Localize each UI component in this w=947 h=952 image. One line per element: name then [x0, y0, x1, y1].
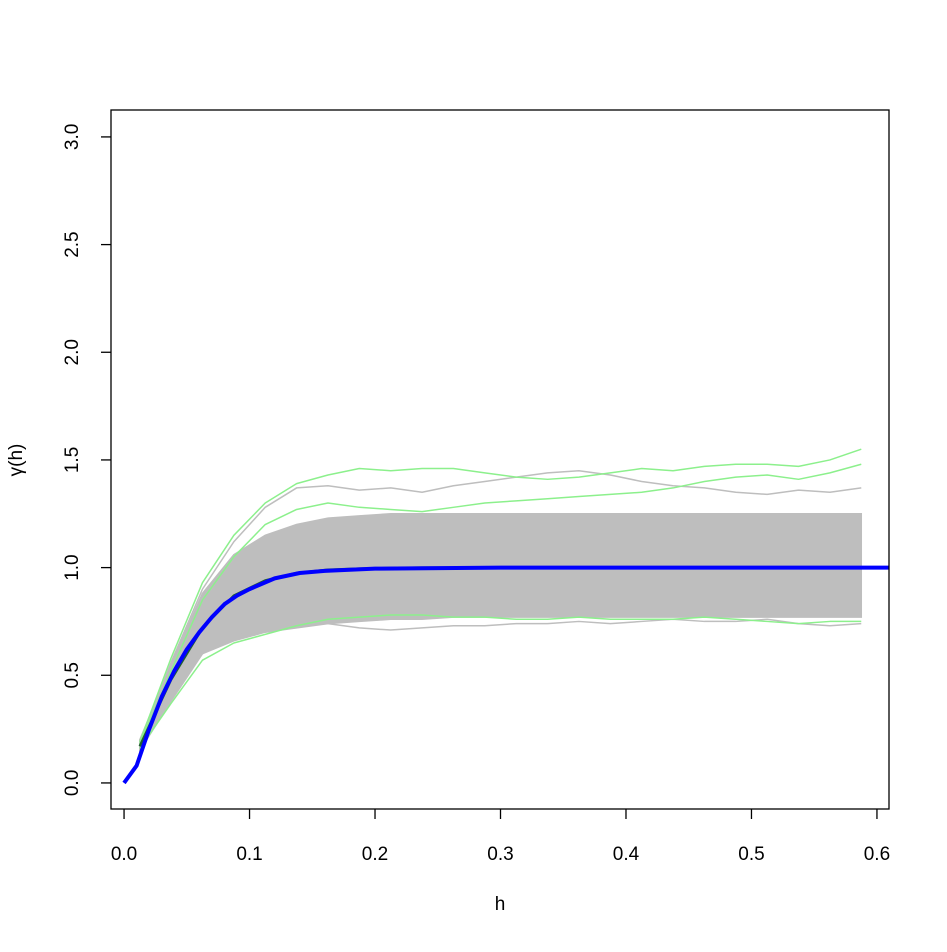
series-line [122, 565, 889, 785]
plot-frame [110, 109, 890, 810]
x-tick-label: 0.4 [613, 844, 640, 865]
y-axis-title: γ(h) [6, 444, 27, 477]
y-tick-label: 0.0 [62, 770, 83, 796]
plot-area [122, 448, 889, 785]
series-line [139, 618, 862, 749]
x-tick-label: 0.6 [864, 844, 890, 865]
x-tick-label: 0.3 [487, 844, 513, 865]
x-tick-label: 0.0 [111, 844, 137, 865]
x-axis-title: h [495, 894, 506, 915]
y-tick-label: 2.5 [62, 231, 83, 257]
x-tick-label: 0.1 [236, 844, 262, 865]
series-line [139, 469, 862, 745]
series-line [139, 463, 862, 745]
y-tick-label: 0.5 [62, 662, 83, 688]
y-tick-label: 1.5 [62, 447, 83, 473]
series-line [139, 448, 862, 743]
y-tick-label: 1.0 [62, 554, 83, 580]
x-tick-label: 0.5 [738, 844, 764, 865]
series-line [139, 614, 862, 749]
y-tick-label: 3.0 [62, 124, 83, 150]
y-tick-label: 2.0 [62, 339, 83, 365]
x-tick-label: 0.2 [362, 844, 388, 865]
